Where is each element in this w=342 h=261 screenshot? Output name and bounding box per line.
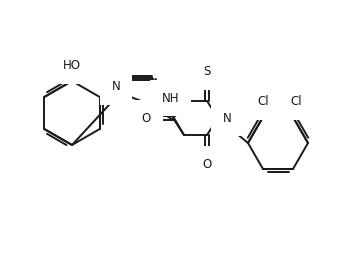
Text: S: S bbox=[203, 65, 211, 78]
Text: N: N bbox=[223, 111, 232, 124]
Text: Cl: Cl bbox=[290, 95, 302, 108]
Text: N: N bbox=[111, 80, 120, 93]
Text: NH: NH bbox=[161, 92, 179, 104]
Text: Cl: Cl bbox=[257, 95, 269, 108]
Text: HO: HO bbox=[63, 59, 81, 72]
Text: O: O bbox=[142, 111, 151, 124]
Text: O: O bbox=[202, 158, 212, 171]
